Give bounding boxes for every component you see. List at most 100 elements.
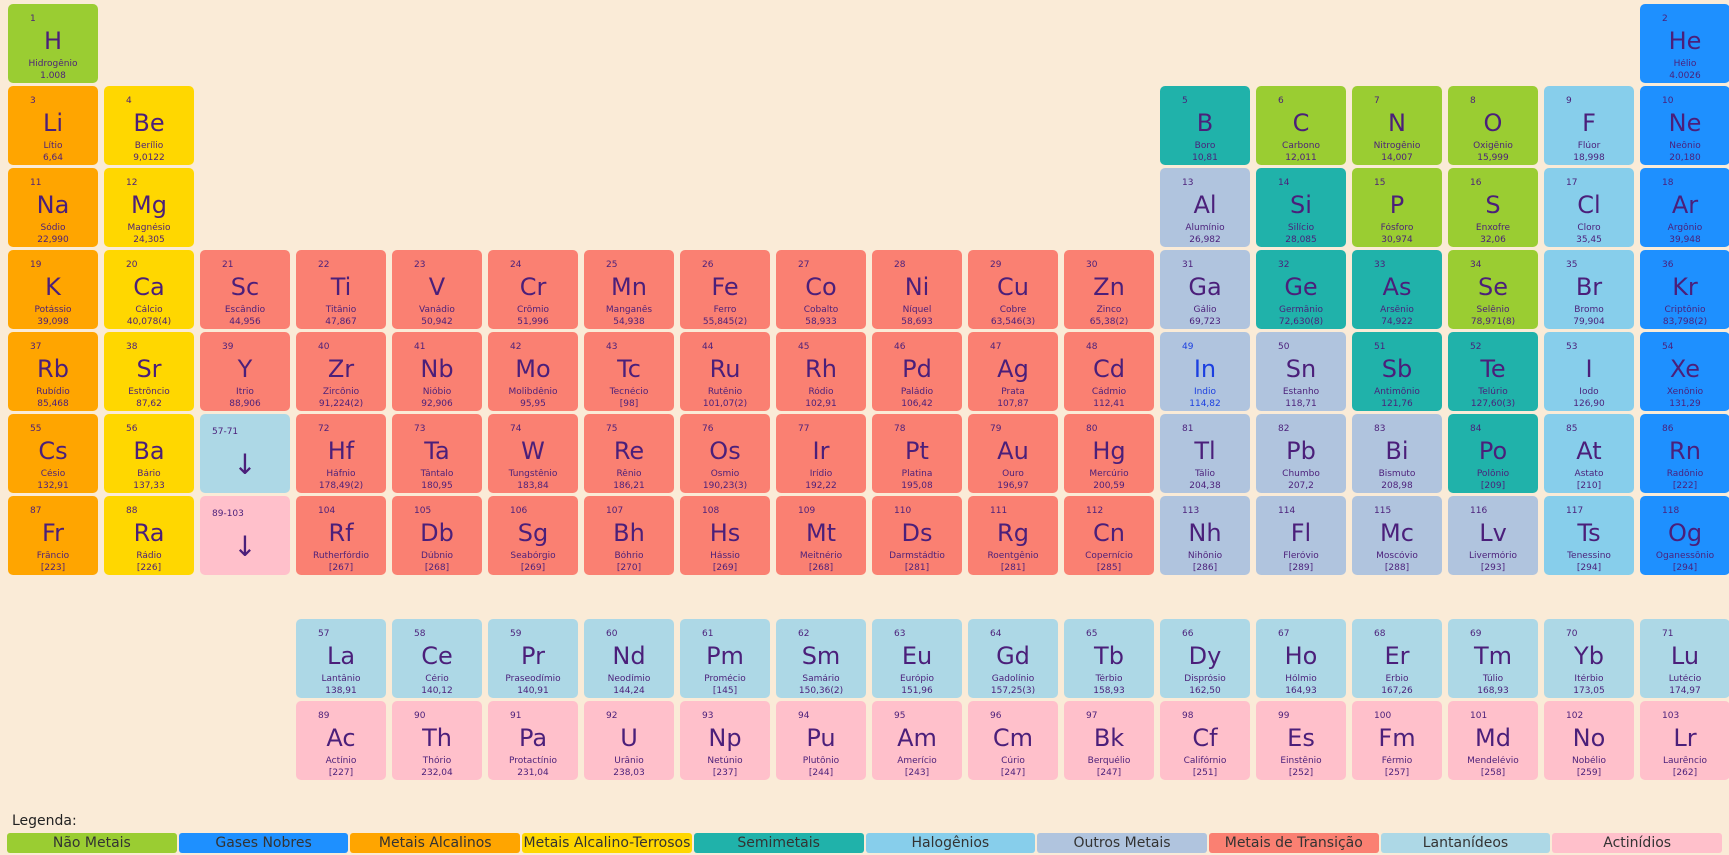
element-ga-card[interactable]: 31 Ga Gálio 69,723 xyxy=(1160,250,1250,329)
element-mg-card[interactable]: 12 Mg Magnésio 24,305 xyxy=(104,168,194,247)
element-se-card[interactable]: 34 Se Selênio 78,971(8) xyxy=(1448,250,1538,329)
element-b-card[interactable]: 5 B Boro 10,81 xyxy=(1160,86,1250,165)
element-pu-card[interactable]: 94 Pu Plutônio [244] xyxy=(776,701,866,780)
legend-item-metalloid[interactable]: Semimetais xyxy=(693,833,864,853)
element-fr-card[interactable]: 87 Fr Frâncio [223] xyxy=(8,496,98,575)
element-fm-card[interactable]: 100 Fm Férmio [257] xyxy=(1352,701,1442,780)
element-cn-card[interactable]: 112 Cn Copernício [285] xyxy=(1064,496,1154,575)
element-rf-card[interactable]: 104 Rf Rutherfórdio [267] xyxy=(296,496,386,575)
element-ge-card[interactable]: 32 Ge Germânio 72,630(8) xyxy=(1256,250,1346,329)
element-fe-card[interactable]: 26 Fe Ferro 55,845(2) xyxy=(680,250,770,329)
element-pa-card[interactable]: 91 Pa Protactínio 231,04 xyxy=(488,701,578,780)
element-na-card[interactable]: 11 Na Sódio 22,990 xyxy=(8,168,98,247)
element-te-card[interactable]: 52 Te Telúrio 127,60(3) xyxy=(1448,332,1538,411)
element-er-card[interactable]: 68 Er Érbio 167,26 xyxy=(1352,619,1442,698)
element-ca-card[interactable]: 20 Ca Cálcio 40,078(4) xyxy=(104,250,194,329)
element-ce-card[interactable]: 58 Ce Cério 140,12 xyxy=(392,619,482,698)
element-br-card[interactable]: 35 Br Bromo 79,904 xyxy=(1544,250,1634,329)
element-cm-card[interactable]: 96 Cm Cúrio [247] xyxy=(968,701,1058,780)
element-pd-card[interactable]: 46 Pd Paládio 106,42 xyxy=(872,332,962,411)
element-in-card[interactable]: 49 In Índio 114,82 xyxy=(1160,332,1250,411)
element-as-card[interactable]: 33 As Arsênio 74,922 xyxy=(1352,250,1442,329)
element-cf-card[interactable]: 98 Cf Califórnio [251] xyxy=(1160,701,1250,780)
element-be-card[interactable]: 4 Be Berílio 9,0122 xyxy=(104,86,194,165)
element-tc-card[interactable]: 43 Tc Tecnécio [98] xyxy=(584,332,674,411)
element-cs-card[interactable]: 55 Cs Césio 132,91 xyxy=(8,414,98,493)
element-no-card[interactable]: 102 No Nobélio [259] xyxy=(1544,701,1634,780)
element-mo-card[interactable]: 42 Mo Molibdênio 95,95 xyxy=(488,332,578,411)
element-am-card[interactable]: 95 Am Amerício [243] xyxy=(872,701,962,780)
legend-item-alkaline[interactable]: Metais Alcalino-Terrosos xyxy=(522,833,692,853)
element-og-card[interactable]: 118 Og Oganessônio [294] xyxy=(1640,496,1729,575)
element-lu-card[interactable]: 71 Lu Lutécio 174,97 xyxy=(1640,619,1729,698)
element-at-card[interactable]: 85 At Astato [210] xyxy=(1544,414,1634,493)
element-os-card[interactable]: 76 Os Ósmio 190,23(3) xyxy=(680,414,770,493)
element-ta-card[interactable]: 73 Ta Tântalo 180,95 xyxy=(392,414,482,493)
element-ir-card[interactable]: 77 Ir Irídio 192,22 xyxy=(776,414,866,493)
element-nb-card[interactable]: 41 Nb Nióbio 92,906 xyxy=(392,332,482,411)
element-w-card[interactable]: 74 W Tungstênio 183,84 xyxy=(488,414,578,493)
element-ho-card[interactable]: 67 Ho Hólmio 164,93 xyxy=(1256,619,1346,698)
element-rh-card[interactable]: 45 Rh Ródio 102,91 xyxy=(776,332,866,411)
element-bk-card[interactable]: 97 Bk Berquélio [247] xyxy=(1064,701,1154,780)
legend-item-transition[interactable]: Metais de Transição xyxy=(1208,833,1379,853)
element-yb-card[interactable]: 70 Yb Itérbio 173,05 xyxy=(1544,619,1634,698)
element-ni-card[interactable]: 28 Ni Níquel 58,693 xyxy=(872,250,962,329)
element-n-card[interactable]: 7 N Nitrogênio 14,007 xyxy=(1352,86,1442,165)
element-h-card[interactable]: 1 H Hidrogênio 1.008 xyxy=(8,4,98,83)
element-c-card[interactable]: 6 C Carbono 12,011 xyxy=(1256,86,1346,165)
element-hf-card[interactable]: 72 Hf Háfnio 178,49(2) xyxy=(296,414,386,493)
element-ru-card[interactable]: 44 Ru Rutênio 101,07(2) xyxy=(680,332,770,411)
legend-item-halogen[interactable]: Halogênios xyxy=(865,833,1036,853)
element-k-card[interactable]: 19 K Potássio 39,098 xyxy=(8,250,98,329)
element-nh-card[interactable]: 113 Nh Nihônio [286] xyxy=(1160,496,1250,575)
element-po-card[interactable]: 84 Po Polônio [209] xyxy=(1448,414,1538,493)
legend-item-lanthanide[interactable]: Lantanídeos xyxy=(1380,833,1551,853)
element-pt-card[interactable]: 78 Pt Platina 195,08 xyxy=(872,414,962,493)
element-pb-card[interactable]: 82 Pb Chumbo 207,2 xyxy=(1256,414,1346,493)
element-sb-card[interactable]: 51 Sb Antimônio 121,76 xyxy=(1352,332,1442,411)
element-ds-card[interactable]: 110 Ds Darmstádtio [281] xyxy=(872,496,962,575)
element-np-card[interactable]: 93 Np Netúnio [237] xyxy=(680,701,770,780)
element-ar-card[interactable]: 18 Ar Argônio 39,948 xyxy=(1640,168,1729,247)
element-cr-card[interactable]: 24 Cr Crômio 51,996 xyxy=(488,250,578,329)
element-hs-card[interactable]: 108 Hs Hássio [269] xyxy=(680,496,770,575)
element-es-card[interactable]: 99 Es Einstênio [252] xyxy=(1256,701,1346,780)
element-s-card[interactable]: 16 S Enxofre 32,06 xyxy=(1448,168,1538,247)
element-re-card[interactable]: 75 Re Rênio 186,21 xyxy=(584,414,674,493)
element-si-card[interactable]: 14 Si Silício 28,085 xyxy=(1256,168,1346,247)
element-rb-card[interactable]: 37 Rb Rubídio 85,468 xyxy=(8,332,98,411)
element-kr-card[interactable]: 36 Kr Criptônio 83,798(2) xyxy=(1640,250,1729,329)
series-placeholder-57-71[interactable]: 57-71 ↓ xyxy=(200,414,290,493)
element-rg-card[interactable]: 111 Rg Roentgênio [281] xyxy=(968,496,1058,575)
element-au-card[interactable]: 79 Au Ouro 196,97 xyxy=(968,414,1058,493)
element-ac-card[interactable]: 89 Ac Actínio [227] xyxy=(296,701,386,780)
element-eu-card[interactable]: 63 Eu Európio 151,96 xyxy=(872,619,962,698)
element-he-card[interactable]: 2 He Hélio 4.0026 xyxy=(1640,4,1729,83)
element-rn-card[interactable]: 86 Rn Radônio [222] xyxy=(1640,414,1729,493)
element-co-card[interactable]: 27 Co Cobalto 58,933 xyxy=(776,250,866,329)
element-lr-card[interactable]: 103 Lr Laurêncio [262] xyxy=(1640,701,1729,780)
element-sr-card[interactable]: 38 Sr Estrôncio 87,62 xyxy=(104,332,194,411)
element-cd-card[interactable]: 48 Cd Cádmio 112,41 xyxy=(1064,332,1154,411)
element-th-card[interactable]: 90 Th Thório 232,04 xyxy=(392,701,482,780)
element-o-card[interactable]: 8 O Oxigênio 15,999 xyxy=(1448,86,1538,165)
element-sn-card[interactable]: 50 Sn Estanho 118,71 xyxy=(1256,332,1346,411)
element-mn-card[interactable]: 25 Mn Manganês 54,938 xyxy=(584,250,674,329)
element-sg-card[interactable]: 106 Sg Seabórgio [269] xyxy=(488,496,578,575)
element-ag-card[interactable]: 47 Ag Prata 107,87 xyxy=(968,332,1058,411)
element-sc-card[interactable]: 21 Sc Escândio 44,956 xyxy=(200,250,290,329)
element-md-card[interactable]: 101 Md Mendelévio [258] xyxy=(1448,701,1538,780)
legend-item-alkali[interactable]: Metais Alcalinos xyxy=(350,833,521,853)
element-nd-card[interactable]: 60 Nd Neodímio 144,24 xyxy=(584,619,674,698)
element-hg-card[interactable]: 80 Hg Mercúrio 200,59 xyxy=(1064,414,1154,493)
element-sm-card[interactable]: 62 Sm Samário 150,36(2) xyxy=(776,619,866,698)
element-li-card[interactable]: 3 Li Lítio 6,64 xyxy=(8,86,98,165)
element-bi-card[interactable]: 83 Bi Bismuto 208,98 xyxy=(1352,414,1442,493)
element-mt-card[interactable]: 109 Mt Meitnério [268] xyxy=(776,496,866,575)
element-fl-card[interactable]: 114 Fl Fleróvio [289] xyxy=(1256,496,1346,575)
element-i-card[interactable]: 53 I Iodo 126,90 xyxy=(1544,332,1634,411)
element-u-card[interactable]: 92 U Urânio 238,03 xyxy=(584,701,674,780)
element-pr-card[interactable]: 59 Pr Praseodímio 140,91 xyxy=(488,619,578,698)
element-v-card[interactable]: 23 V Vanádio 50,942 xyxy=(392,250,482,329)
